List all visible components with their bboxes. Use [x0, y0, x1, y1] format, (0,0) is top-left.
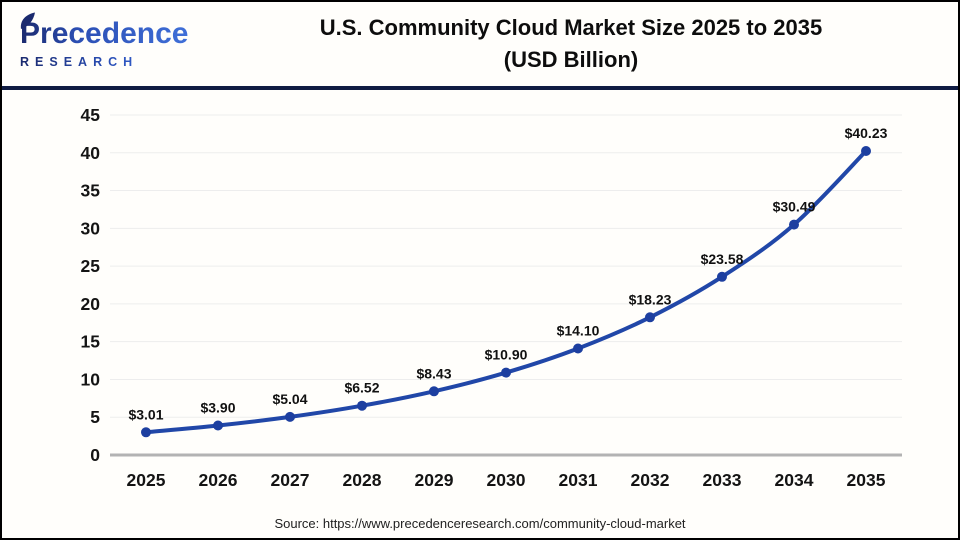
data-point-label: $23.58: [701, 251, 744, 267]
trend-line: [144, 149, 868, 435]
data-point-label: $14.10: [557, 323, 600, 339]
logo-wordmark: Precedence: [20, 12, 198, 54]
x-tick-label: 2035: [847, 470, 886, 490]
data-point: [429, 386, 439, 397]
x-tick-label: 2026: [199, 470, 238, 490]
data-point-label: $30.49: [773, 199, 816, 215]
y-tick-label: 35: [81, 181, 101, 201]
chart-title-line1: U.S. Community Cloud Market Size 2025 to…: [319, 15, 823, 41]
data-point-label: $3.90: [200, 400, 235, 416]
data-point: [861, 146, 871, 156]
y-tick-label: 20: [81, 294, 101, 314]
chart-title-line2: (USD Billion): [503, 47, 639, 72]
data-point-label: $6.52: [344, 380, 379, 396]
source-text: Source: https://www.precedenceresearch.c…: [274, 516, 686, 531]
data-point: [213, 420, 223, 431]
x-tick-label: 2029: [415, 470, 454, 490]
data-point: [717, 271, 727, 282]
x-tick-label: 2030: [487, 470, 526, 490]
header: Precedence RESEARCH U.S. Community Cloud…: [2, 2, 958, 86]
data-point: [501, 367, 511, 378]
data-point-label: $40.23: [845, 125, 888, 141]
x-tick-label: 2034: [775, 470, 814, 490]
x-tick-label: 2027: [271, 470, 310, 490]
data-point-label: $18.23: [629, 291, 672, 307]
x-tick-label: 2031: [559, 470, 598, 490]
data-point: [573, 343, 583, 354]
data-point: [285, 411, 295, 422]
header-divider: [2, 86, 958, 90]
data-point: [645, 312, 655, 323]
x-tick-label: 2028: [343, 470, 382, 490]
chart-title: U.S. Community Cloud Market Size 2025 to…: [198, 12, 944, 76]
data-point: [789, 219, 799, 230]
logo-text: Precedence: [20, 17, 189, 50]
data-point-label: $3.01: [128, 406, 163, 422]
line-chart: $3.01 $3.90 $5.04 $6.52 $8.43 $10.90 $14.10 $18…: [81, 105, 902, 490]
y-tick-label: 0: [90, 445, 100, 465]
data-point-label: $5.04: [272, 391, 307, 407]
leaf-icon: [20, 12, 35, 29]
x-tick-label: 2033: [703, 470, 742, 490]
y-tick-label: 25: [81, 256, 101, 276]
y-tick-label: 45: [81, 105, 101, 125]
data-point-label: $8.43: [416, 365, 451, 381]
logo-subtitle: RESEARCH: [20, 55, 198, 69]
x-tick-label: 2025: [127, 470, 166, 490]
y-tick-label: 40: [81, 143, 101, 163]
y-tick-label: 5: [90, 407, 100, 427]
y-tick-label: 30: [81, 218, 101, 238]
y-tick-label: 10: [81, 369, 101, 389]
data-point: [357, 400, 367, 411]
data-point: [141, 427, 151, 438]
x-tick-label: 2032: [631, 470, 670, 490]
data-point-label: $10.90: [485, 347, 528, 363]
y-tick-label: 15: [81, 332, 101, 352]
precedence-research-logo: Precedence RESEARCH: [20, 12, 198, 69]
